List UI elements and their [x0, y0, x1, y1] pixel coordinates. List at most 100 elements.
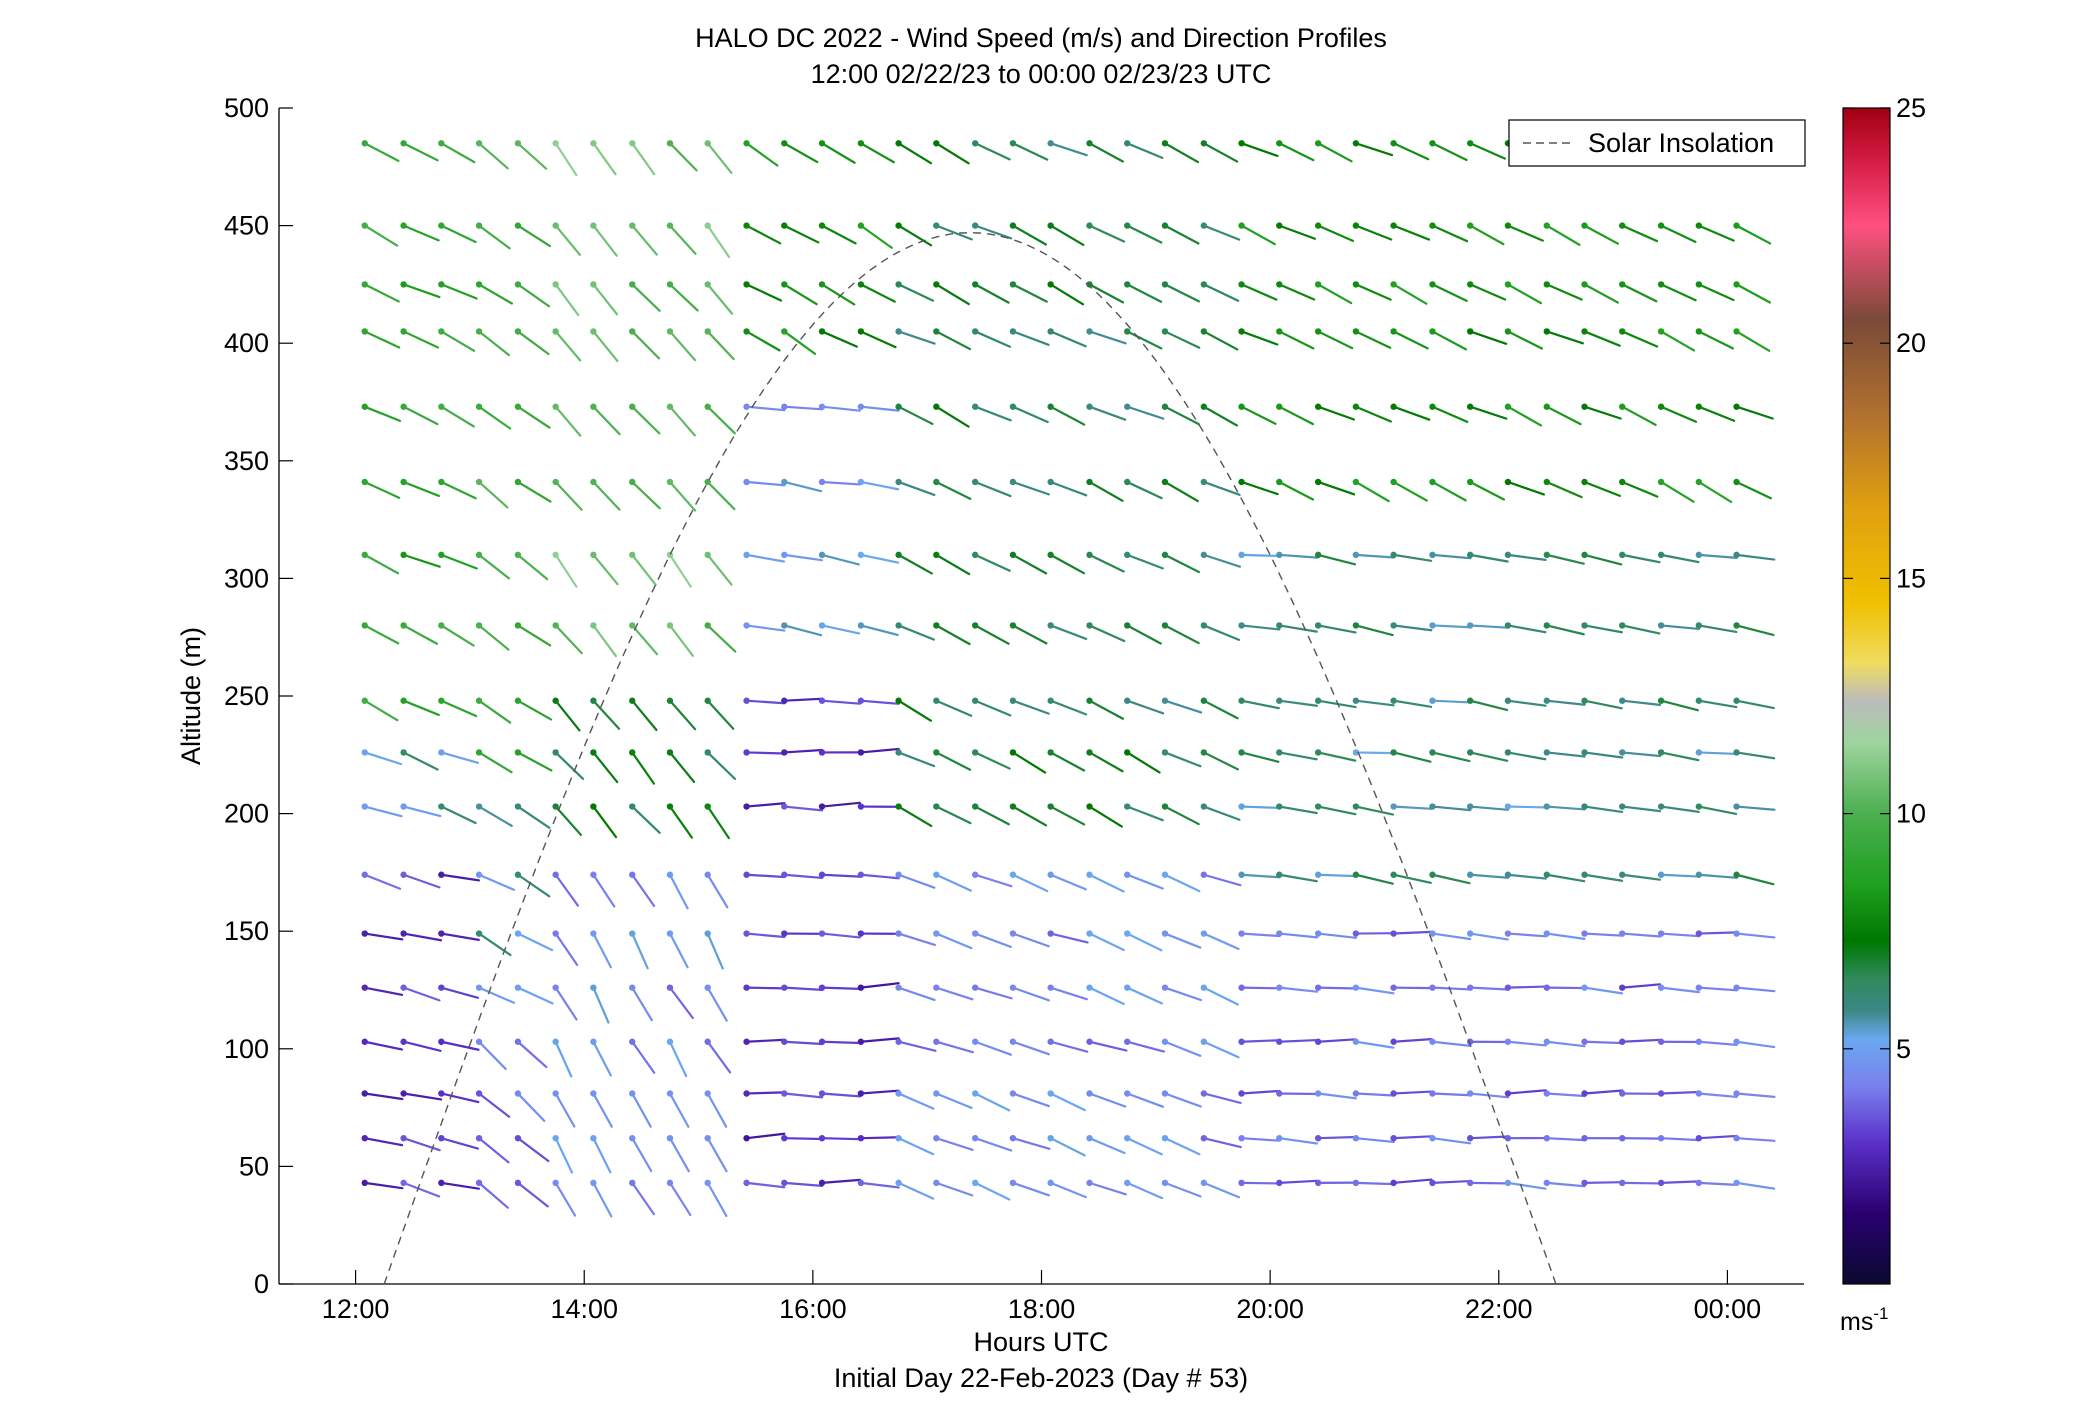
wind-barb-point [1733, 984, 1740, 991]
wind-barb-point [1009, 697, 1017, 704]
wind-barb-point [1390, 478, 1397, 486]
wind-barb-point [438, 281, 445, 288]
wind-barb-staff [363, 624, 400, 645]
wind-barb-point [1238, 871, 1245, 878]
wind-barb-staff [631, 224, 658, 256]
wind-barb-staff [706, 873, 729, 909]
wind-barb-staff [1545, 405, 1582, 426]
wind-barb-point [438, 803, 445, 810]
wind-barb-staff [516, 224, 552, 248]
y-tick-label: 500 [224, 93, 269, 123]
wind-barb-point [1657, 1134, 1665, 1142]
wind-barb-point [1619, 1134, 1626, 1142]
wind-barb-staff [1392, 283, 1428, 305]
wind-barb-point [1466, 551, 1474, 559]
wind-barb-point [971, 1090, 979, 1097]
wind-barb-point [475, 1090, 483, 1097]
wind-barb-staff [1240, 553, 1281, 558]
wind-barb-point [1504, 749, 1512, 756]
wind-barb-point [1314, 697, 1322, 704]
wind-barb-point [590, 622, 597, 629]
wind-barb-staff [897, 1137, 935, 1156]
wind-barb-staff [1354, 480, 1390, 503]
wind-barb-point [1086, 1134, 1093, 1142]
wind-barb-point [704, 930, 711, 937]
wind-barb-point [438, 1179, 445, 1187]
wind-barb-staff [516, 873, 551, 898]
wind-barb-point [1619, 1090, 1626, 1097]
wind-barb-point [400, 1179, 407, 1187]
wind-barb-staff [935, 932, 973, 950]
wind-barb-point [1009, 551, 1017, 559]
wind-barb-staff [1545, 553, 1585, 565]
wind-barb-staff [668, 624, 694, 657]
wind-barb-point [1047, 551, 1054, 559]
wind-barb-point [933, 803, 940, 810]
wind-barb-point [1238, 1179, 1245, 1187]
wind-barb-staff [1126, 932, 1163, 952]
wind-barb-staff [935, 699, 973, 717]
wind-barb-staff [1735, 1181, 1776, 1190]
wind-barb-staff [1431, 142, 1468, 162]
wind-barb-staff [477, 553, 511, 580]
wind-barb-staff [783, 1181, 824, 1187]
wind-barb-staff [820, 405, 861, 412]
wind-barb-staff [706, 405, 736, 435]
wind-barb-point [629, 222, 636, 229]
wind-barb-point [514, 984, 522, 991]
wind-barb-point [1581, 328, 1588, 335]
wind-barb-staff [820, 1137, 862, 1141]
wind-barb-point [1733, 281, 1740, 288]
wind-barb-point [1543, 697, 1550, 704]
wind-barb-staff [859, 142, 895, 164]
wind-barb-point [1352, 140, 1360, 147]
wind-barb-point [361, 551, 368, 559]
wind-barb-staff [1088, 224, 1126, 243]
wind-barb-point [1466, 622, 1474, 629]
wind-barb-point [666, 749, 674, 756]
wind-barb-staff [935, 330, 972, 351]
wind-barb-staff [631, 1040, 656, 1074]
wind-barb-point [629, 1038, 636, 1045]
wind-barb-point [1429, 478, 1436, 486]
wind-barb-staff [1392, 805, 1433, 810]
wind-barb-staff [631, 553, 657, 586]
wind-barb-staff [1240, 480, 1279, 496]
wind-barbs [361, 140, 1776, 1218]
wind-barb-point [1466, 281, 1474, 288]
wind-barb-staff [1011, 1092, 1050, 1108]
x-tick-label: 14:00 [550, 1294, 618, 1324]
wind-barb-staff [1011, 986, 1050, 1002]
wind-barb-staff [859, 699, 900, 705]
wind-barb-staff [1240, 986, 1281, 990]
wind-barb-staff [974, 142, 1011, 161]
wind-barb-staff [1697, 224, 1735, 242]
wind-barb-point [895, 1134, 902, 1142]
wind-barb-point [1619, 984, 1626, 991]
wind-barb-staff [897, 283, 935, 302]
wind-barb-staff [1583, 1089, 1624, 1095]
wind-barb-staff [1317, 553, 1357, 566]
wind-barb-staff [554, 932, 579, 967]
wind-barb-staff [1317, 805, 1357, 816]
wind-barb-staff [1583, 330, 1621, 347]
wind-barb-staff [1392, 1178, 1433, 1184]
wind-barb-staff [1431, 405, 1469, 424]
wind-barb-point [1086, 551, 1093, 559]
wind-barb-staff [1202, 1092, 1242, 1105]
wind-barb-point [629, 551, 636, 559]
wind-barb-point [1086, 697, 1093, 704]
wind-barb-point [475, 140, 483, 147]
wind-barb-staff [1011, 1040, 1050, 1056]
wind-barb-point [704, 622, 711, 629]
wind-barb-point [857, 1179, 865, 1187]
wind-barb-point [895, 403, 902, 410]
wind-barb-staff [1354, 330, 1392, 349]
wind-barb-staff [1202, 405, 1239, 427]
wind-barb-staff [1583, 751, 1624, 759]
wind-barb-staff [1163, 624, 1200, 645]
wind-barb-point [475, 281, 483, 288]
wind-barb-point [1504, 1134, 1512, 1142]
wind-barb-staff [1545, 699, 1586, 706]
wind-barb-point [1352, 622, 1360, 629]
